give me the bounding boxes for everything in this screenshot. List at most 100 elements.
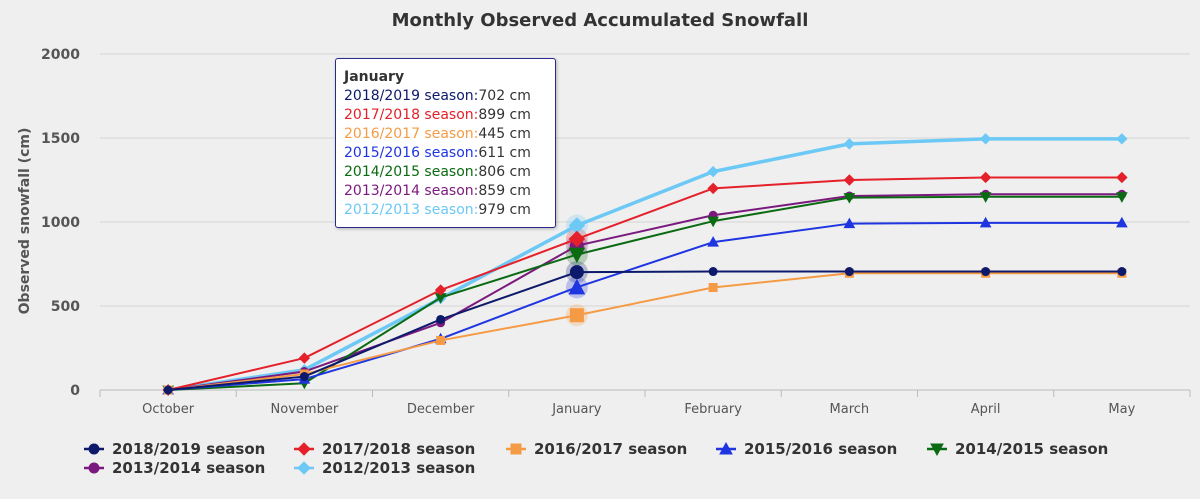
series-2013-2014[interactable] <box>163 189 1127 395</box>
tooltip-value: 445 cm <box>478 126 531 142</box>
data-point[interactable] <box>843 174 856 186</box>
data-point[interactable] <box>979 133 992 145</box>
tooltip-row-2018-2019: 2018/2019 season:702 cm <box>344 87 555 106</box>
tooltip-value: 806 cm <box>478 164 531 180</box>
series-line[interactable] <box>168 270 1122 391</box>
legend-label[interactable]: 2018/2019 season <box>112 440 265 458</box>
data-point[interactable] <box>707 165 719 178</box>
legend-marker[interactable] <box>88 462 100 474</box>
data-point[interactable] <box>979 216 992 228</box>
tooltip-label: 2013/2014 season: <box>344 183 479 199</box>
tooltip-row-2016-2017: 2016/2017 season:445 cm <box>344 125 555 144</box>
tooltip-label: 2014/2015 season: <box>344 164 479 180</box>
legend-marker[interactable] <box>930 443 944 457</box>
data-point[interactable] <box>707 182 719 195</box>
series-line[interactable] <box>168 272 1122 391</box>
x-tick-label: April <box>971 402 1001 417</box>
legend-marker[interactable] <box>297 442 311 456</box>
x-tick-label: February <box>684 402 742 417</box>
tooltip-row-2013-2014: 2013/2014 season:859 cm <box>344 182 555 201</box>
data-point[interactable] <box>569 265 584 280</box>
legend-item[interactable]: 2015/2016 season <box>716 440 897 458</box>
legend-marker[interactable] <box>719 441 733 455</box>
data-point[interactable] <box>707 216 719 228</box>
y-tick-label: 500 <box>51 299 80 315</box>
y-tick-label: 1000 <box>41 215 80 231</box>
tooltip-row-2015-2016: 2015/2016 season:611 cm <box>344 144 555 163</box>
series-2017-2018[interactable] <box>162 171 1128 396</box>
chart-title: Monthly Observed Accumulated Snowfall <box>392 10 809 31</box>
data-point[interactable] <box>1116 171 1128 184</box>
data-point[interactable] <box>163 385 173 395</box>
legend-item[interactable]: 2017/2018 season <box>294 440 475 458</box>
data-point[interactable] <box>568 247 586 264</box>
tooltip-label: 2018/2019 season: <box>344 88 479 104</box>
legend-label[interactable]: 2013/2014 season <box>112 459 265 477</box>
y-axis-label: Observed snowfall (cm) <box>17 128 33 315</box>
y-tick-label: 2000 <box>41 47 80 63</box>
data-point[interactable] <box>979 171 992 184</box>
data-point[interactable] <box>298 352 311 364</box>
data-point[interactable] <box>844 267 854 277</box>
tooltip-row-2012-2013: 2012/2013 season:979 cm <box>344 201 555 220</box>
legend-label[interactable]: 2016/2017 season <box>534 440 687 458</box>
tooltip-value: 979 cm <box>478 202 531 218</box>
series-group[interactable] <box>162 133 1128 397</box>
tooltip-value: 859 cm <box>478 183 531 199</box>
data-point[interactable] <box>708 267 718 277</box>
legend-label[interactable]: 2017/2018 season <box>322 440 475 458</box>
tooltip-label: 2017/2018 season: <box>344 107 479 123</box>
data-point[interactable] <box>843 138 856 150</box>
data-point[interactable] <box>1116 133 1128 145</box>
series-line[interactable] <box>168 195 1122 391</box>
data-point[interactable] <box>843 193 856 204</box>
tooltip-row-2017-2018: 2017/2018 season:899 cm <box>344 106 555 125</box>
data-point[interactable] <box>981 267 991 277</box>
legend-item[interactable]: 2012/2013 season <box>294 459 475 477</box>
legend-item[interactable]: 2013/2014 season <box>84 459 265 477</box>
data-point[interactable] <box>434 284 447 296</box>
legend-label[interactable]: 2012/2013 season <box>322 459 475 477</box>
legend-marker[interactable] <box>297 461 311 475</box>
data-point[interactable] <box>979 192 992 203</box>
tooltip-label: 2015/2016 season: <box>344 145 479 161</box>
x-tick-label: March <box>830 402 870 417</box>
legend[interactable]: 2018/2019 season 2017/2018 season 2016/201… <box>84 440 1108 477</box>
data-point[interactable] <box>707 236 719 247</box>
data-point[interactable] <box>436 335 446 345</box>
tooltip-value: 899 cm <box>478 107 531 123</box>
series-line[interactable] <box>167 137 1122 392</box>
x-tick-label: November <box>271 402 339 417</box>
tooltip-row-2014-2015: 2014/2015 season:806 cm <box>344 163 555 182</box>
legend-item[interactable]: 2016/2017 season <box>506 440 687 458</box>
x-tick-label: December <box>407 402 475 417</box>
legend-item[interactable]: 2014/2015 season <box>927 440 1108 458</box>
legend-label[interactable]: 2014/2015 season <box>955 440 1108 458</box>
data-point[interactable] <box>1117 267 1127 277</box>
data-point[interactable] <box>568 278 586 295</box>
data-point[interactable] <box>1116 192 1128 203</box>
legend-label[interactable]: 2015/2016 season <box>744 440 897 458</box>
data-point[interactable] <box>708 283 718 293</box>
series-2018-2019[interactable] <box>163 265 1127 395</box>
data-point[interactable] <box>436 314 446 324</box>
data-point[interactable] <box>299 372 309 382</box>
legend-marker[interactable] <box>510 443 522 455</box>
x-tick-label: January <box>551 402 602 417</box>
series-2015-2016[interactable] <box>162 216 1128 395</box>
series-line[interactable] <box>167 193 1122 391</box>
series-line[interactable] <box>168 221 1122 391</box>
data-point[interactable] <box>843 217 856 229</box>
data-point[interactable] <box>568 230 586 248</box>
x-tick-label: October <box>142 402 195 417</box>
data-point[interactable] <box>1116 216 1128 228</box>
tooltip-value: 702 cm <box>478 88 531 104</box>
tooltip-value: 611 cm <box>478 145 531 161</box>
legend-item[interactable]: 2018/2019 season <box>84 440 265 458</box>
x-tick-label: May <box>1108 402 1135 417</box>
data-point[interactable] <box>569 308 584 323</box>
tooltip-label: 2012/2013 season: <box>344 202 479 218</box>
series-line[interactable] <box>167 176 1122 391</box>
legend-marker[interactable] <box>88 443 100 455</box>
